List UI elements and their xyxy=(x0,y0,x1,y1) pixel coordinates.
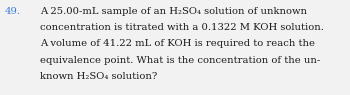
Text: 49.: 49. xyxy=(4,7,20,16)
Text: concentration is titrated with a 0.1322 M KOH solution.: concentration is titrated with a 0.1322 … xyxy=(40,23,324,32)
Text: A 25.00-mL sample of an H₂SO₄ solution of unknown: A 25.00-mL sample of an H₂SO₄ solution o… xyxy=(40,7,307,16)
Text: A volume of 41.22 mL of KOH is required to reach the: A volume of 41.22 mL of KOH is required … xyxy=(40,39,315,48)
Text: equivalence point. What is the concentration of the un-: equivalence point. What is the concentra… xyxy=(40,56,321,65)
Text: known H₂SO₄ solution?: known H₂SO₄ solution? xyxy=(40,72,158,81)
